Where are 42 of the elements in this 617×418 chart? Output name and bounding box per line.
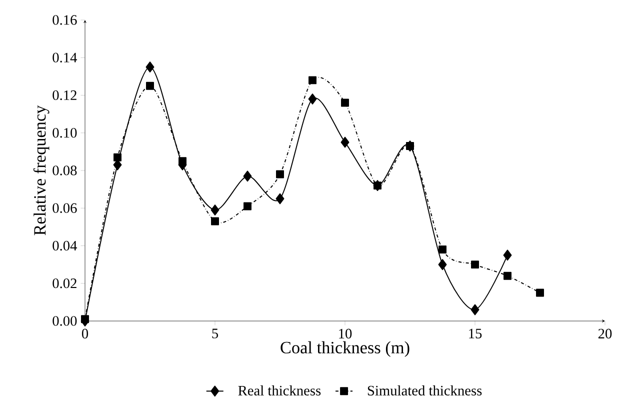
point — [244, 202, 252, 210]
x-tick-label: 20 — [598, 328, 612, 338]
point — [308, 76, 316, 84]
x-tick-label: 15 — [469, 328, 482, 338]
point — [406, 142, 414, 150]
point — [146, 82, 154, 90]
legend-label: Simulated thickness — [368, 385, 482, 396]
point — [276, 193, 284, 204]
point — [504, 272, 512, 280]
point — [308, 94, 317, 104]
point — [438, 246, 446, 254]
point — [374, 182, 382, 190]
x-tick-label: 5 — [212, 328, 218, 338]
point — [341, 98, 349, 107]
point — [211, 217, 219, 226]
point — [210, 204, 220, 216]
point — [276, 170, 284, 178]
point — [114, 153, 122, 162]
y-tick-label: 0.14 — [52, 52, 78, 62]
point — [146, 62, 154, 73]
point — [536, 288, 544, 297]
x-axis-title: Coal thickness (m) — [280, 341, 410, 357]
legend-label: Real thickness — [238, 385, 321, 396]
x-tick-label: 0 — [82, 328, 88, 338]
point — [470, 304, 480, 316]
y-tick-label: 0.02 — [52, 278, 76, 288]
y-tick-label: 0.04 — [52, 240, 78, 251]
y-tick-label: 0.00 — [52, 316, 77, 326]
point — [178, 157, 186, 166]
point — [438, 259, 447, 270]
y-axis-title: Relative frequency — [33, 105, 50, 236]
x-tick-label: 10 — [339, 328, 352, 338]
y-tick-label: 0.08 — [52, 166, 77, 176]
y-tick-label: 0.12 — [52, 90, 76, 100]
point — [340, 136, 350, 148]
point — [503, 250, 512, 261]
y-tick-label: 0.10 — [52, 128, 77, 138]
y-tick-label: 0.16 — [52, 15, 77, 25]
y-tick-label: 0.06 — [52, 203, 77, 213]
point — [243, 170, 252, 182]
point — [81, 315, 89, 324]
point — [471, 260, 479, 269]
